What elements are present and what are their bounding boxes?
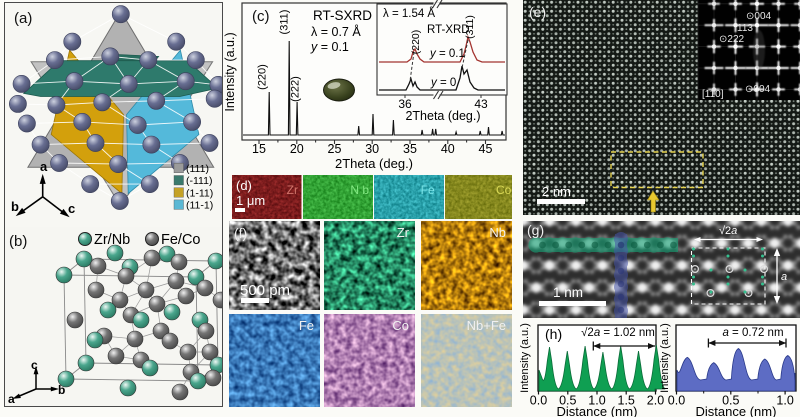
svg-text:y = 0.1: y = 0.1 bbox=[429, 48, 465, 60]
svg-text:a: a bbox=[781, 271, 787, 283]
svg-text:(-111): (-111) bbox=[186, 175, 212, 187]
svg-text:λ = 1.54 Å: λ = 1.54 Å bbox=[383, 7, 435, 20]
svg-text:0.5: 0.5 bbox=[722, 394, 739, 408]
svg-text:43: 43 bbox=[474, 97, 488, 111]
svg-text:(c): (c) bbox=[252, 8, 270, 25]
svg-text:15: 15 bbox=[252, 142, 266, 156]
svg-text:a = 0.72 nm: a = 0.72 nm bbox=[722, 327, 783, 339]
svg-text:Fe: Fe bbox=[421, 183, 435, 197]
svg-text:b: b bbox=[11, 199, 19, 214]
svg-text:Zr: Zr bbox=[287, 183, 298, 197]
svg-text:[110]: [110] bbox=[702, 89, 724, 100]
svg-text:Fe: Fe bbox=[299, 318, 314, 333]
svg-text:(g): (g) bbox=[527, 222, 544, 238]
svg-text:⊙004: ⊙004 bbox=[745, 84, 771, 95]
svg-text:35: 35 bbox=[403, 142, 417, 156]
svg-text:RT-SXRD: RT-SXRD bbox=[313, 8, 372, 23]
svg-text:45: 45 bbox=[479, 142, 493, 156]
svg-text:(220): (220) bbox=[257, 64, 269, 90]
svg-text:Intensity (a.u.): Intensity (a.u.) bbox=[519, 323, 531, 393]
svg-text:1.0: 1.0 bbox=[776, 394, 793, 408]
svg-text:Nb+Fe: Nb+Fe bbox=[467, 318, 506, 333]
svg-text:36: 36 bbox=[398, 97, 412, 111]
svg-text:y = 0: y = 0 bbox=[430, 77, 456, 89]
svg-text:(220): (220) bbox=[410, 30, 422, 55]
svg-text:0.5: 0.5 bbox=[559, 394, 576, 408]
svg-text:(222): (222) bbox=[290, 76, 302, 102]
svg-text:2 nm: 2 nm bbox=[542, 184, 571, 199]
svg-text:N b: N b bbox=[350, 183, 369, 197]
svg-text:a: a bbox=[40, 159, 48, 174]
svg-text:0.0: 0.0 bbox=[530, 394, 547, 408]
svg-text:(e): (e) bbox=[529, 4, 546, 20]
svg-text:b: b bbox=[58, 383, 65, 397]
svg-text:Distance (nm): Distance (nm) bbox=[557, 404, 638, 417]
svg-text:Co: Co bbox=[496, 183, 512, 197]
svg-text:⊙004: ⊙004 bbox=[746, 11, 772, 22]
svg-text:√2a = 1.02 nm: √2a = 1.02 nm bbox=[581, 326, 655, 339]
svg-text:c: c bbox=[68, 201, 75, 216]
svg-text:Co: Co bbox=[392, 318, 409, 333]
svg-text:(a): (a) bbox=[14, 10, 32, 27]
svg-text:0.0: 0.0 bbox=[668, 394, 685, 408]
svg-text:(311): (311) bbox=[464, 15, 476, 39]
svg-text:20: 20 bbox=[290, 142, 304, 156]
svg-text:(11-1): (11-1) bbox=[186, 200, 213, 212]
svg-text:Zr: Zr bbox=[397, 225, 410, 240]
svg-text:113: 113 bbox=[737, 23, 753, 34]
svg-text:RT-XRD: RT-XRD bbox=[427, 24, 470, 36]
svg-text:⊙222: ⊙222 bbox=[719, 34, 745, 45]
svg-text:a: a bbox=[8, 392, 15, 406]
svg-text:λ = 0.7 Å: λ = 0.7 Å bbox=[311, 24, 361, 39]
svg-text:(111): (111) bbox=[186, 163, 209, 175]
svg-text:(d): (d) bbox=[236, 178, 252, 193]
svg-text:1 μm: 1 μm bbox=[236, 193, 265, 208]
svg-text:c: c bbox=[31, 358, 38, 372]
svg-text:500 pm: 500 pm bbox=[240, 282, 290, 299]
svg-text:Fe/Co: Fe/Co bbox=[161, 232, 201, 248]
svg-text:30: 30 bbox=[365, 142, 379, 156]
svg-text:Nb: Nb bbox=[489, 225, 506, 240]
svg-text:40: 40 bbox=[441, 142, 455, 156]
svg-text:Zr/Nb: Zr/Nb bbox=[94, 232, 130, 248]
svg-text:2Theta (deg.): 2Theta (deg.) bbox=[335, 156, 413, 171]
svg-text:(1-11): (1-11) bbox=[186, 187, 213, 199]
svg-text:y = 0.1: y = 0.1 bbox=[310, 40, 349, 54]
svg-text:√2a: √2a bbox=[719, 225, 737, 237]
svg-text:(h): (h) bbox=[545, 326, 562, 342]
svg-text:Intensity (a.u.): Intensity (a.u.) bbox=[659, 323, 671, 393]
svg-text:(b): (b) bbox=[9, 233, 27, 250]
svg-text:2Theta (deg.): 2Theta (deg.) bbox=[405, 109, 480, 123]
svg-text:Distance (nm): Distance (nm) bbox=[696, 404, 777, 417]
svg-text:25: 25 bbox=[328, 142, 342, 156]
svg-text:Intensity (a.u.): Intensity (a.u.) bbox=[224, 32, 237, 111]
svg-text:2.0: 2.0 bbox=[647, 394, 664, 408]
svg-text:1 nm: 1 nm bbox=[553, 285, 583, 300]
svg-text:1.0: 1.0 bbox=[588, 394, 605, 408]
svg-text:1.5: 1.5 bbox=[618, 394, 635, 408]
svg-text:(311): (311) bbox=[279, 10, 291, 35]
svg-text:(f): (f) bbox=[234, 225, 247, 241]
